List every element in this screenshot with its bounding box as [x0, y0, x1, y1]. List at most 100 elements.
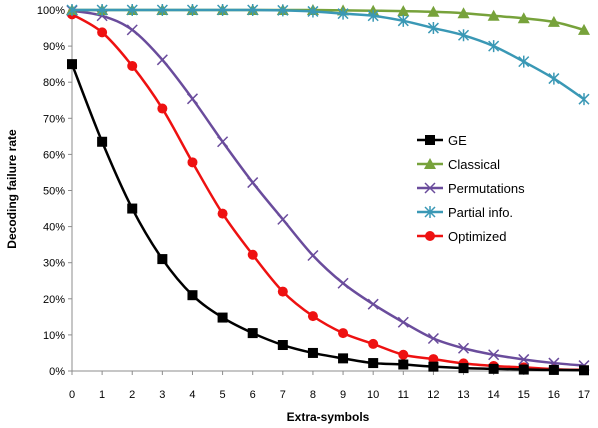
legend-label-optimized: Optimized: [448, 229, 507, 244]
data-point-optimized: [217, 208, 228, 219]
y-tick-label: 0%: [49, 366, 65, 378]
data-point-permutations: [337, 277, 349, 289]
x-tick-label: 2: [129, 389, 135, 401]
x-tick-label: 3: [159, 389, 165, 401]
data-point-optimized: [277, 286, 288, 297]
data-point-partial-info: [397, 14, 409, 27]
y-tick-label: 50%: [43, 186, 65, 198]
x-tick-label: 12: [427, 389, 439, 401]
data-point-optimized: [187, 157, 198, 168]
data-point-ge: [277, 340, 288, 351]
y-tick-label: 10%: [43, 330, 65, 342]
data-point-ge: [247, 328, 258, 339]
data-point-partial-info: [186, 4, 199, 16]
x-tick-label: 14: [488, 389, 500, 401]
data-point-partial-info: [518, 55, 530, 68]
x-tick-label: 15: [518, 389, 530, 401]
y-tick-label: 20%: [43, 294, 65, 306]
data-point-ge: [67, 59, 77, 70]
data-point-partial-info: [96, 4, 108, 16]
x-tick-label: 5: [220, 389, 226, 401]
data-point-optimized: [157, 103, 168, 114]
data-point-ge: [338, 353, 349, 364]
data-point-classical: [487, 9, 500, 21]
data-point-optimized: [97, 27, 108, 38]
data-point-partial-info: [367, 9, 379, 22]
data-point-partial-info: [427, 22, 439, 35]
x-tick-label: 10: [367, 389, 379, 401]
legend-marker-classical: [424, 158, 436, 169]
data-point-partial-info: [548, 72, 560, 85]
legend-marker-permutations: [424, 182, 436, 194]
x-tick-label: 13: [457, 389, 469, 401]
data-point-partial-info: [578, 93, 590, 106]
x-tick-label: 17: [578, 389, 590, 401]
data-point-optimized: [368, 338, 379, 349]
x-tick-label: 8: [310, 389, 316, 401]
data-point-optimized: [398, 349, 409, 360]
y-tick-label: 60%: [43, 149, 65, 161]
x-tick-label: 4: [189, 389, 195, 401]
data-point-permutations: [427, 332, 439, 345]
data-point-partial-info: [66, 4, 78, 16]
legend-marker-optimized: [425, 231, 435, 241]
series-classical: [66, 4, 590, 35]
data-point-partial-info: [307, 5, 319, 18]
legend-item-permutations: Permutations: [417, 181, 525, 196]
data-point-ge: [579, 365, 589, 376]
data-point-permutations: [397, 316, 409, 328]
data-point-permutations: [217, 136, 229, 148]
data-point-permutations: [457, 342, 470, 354]
data-point-permutations: [156, 54, 168, 66]
data-point-partial-info: [277, 4, 289, 17]
data-point-optimized: [307, 311, 318, 322]
series-permutations: [66, 5, 590, 372]
x-tick-label: 9: [340, 389, 346, 401]
plot-area: 0%10%20%30%40%50%60%70%80%90%100%0 1 2 3 4 5 6…: [37, 4, 590, 401]
data-point-ge: [157, 254, 168, 265]
y-tick-label: 40%: [43, 222, 65, 234]
series-partial-info: [66, 4, 590, 106]
legend-marker-partial-info: [424, 206, 436, 218]
legend-label-partial-info: Partial info.: [448, 205, 513, 220]
data-point-classical: [397, 5, 410, 17]
data-point-permutations: [518, 353, 530, 365]
data-point-partial-info: [247, 4, 259, 16]
x-tick-label: 0: [69, 389, 75, 401]
legend-label-ge: GE: [448, 133, 467, 148]
data-point-partial-info: [126, 4, 138, 16]
data-point-partial-info: [217, 4, 229, 16]
data-point-classical: [457, 7, 470, 19]
x-tick-label: 1: [99, 389, 105, 401]
y-tick-label: 30%: [43, 258, 65, 270]
data-point-optimized: [127, 60, 138, 71]
data-point-permutations: [307, 249, 319, 262]
series-line-partial-info: [71, 8, 585, 101]
data-point-ge: [488, 363, 499, 374]
data-point-ge: [518, 364, 529, 375]
data-point-ge: [368, 358, 379, 369]
legend-item-classical: Classical: [417, 157, 500, 172]
data-point-ge: [97, 136, 108, 147]
data-point-ge: [187, 290, 198, 301]
data-point-partial-info: [488, 40, 500, 53]
data-point-permutations: [488, 349, 500, 361]
data-point-ge: [398, 359, 409, 370]
data-point-ge: [217, 312, 228, 323]
legend-marker-ge: [425, 135, 435, 145]
legend-label-permutations: Permutations: [448, 181, 525, 196]
data-point-partial-info: [156, 4, 168, 16]
x-tick-label: 6: [250, 389, 256, 401]
data-point-classical: [427, 5, 440, 17]
legend-item-optimized: Optimized: [417, 229, 507, 244]
legend: GE Classical Permutations Partial info. Opti…: [417, 133, 525, 244]
legend-label-classical: Classical: [448, 157, 500, 172]
data-point-ge: [458, 363, 469, 374]
data-point-optimized: [247, 249, 258, 260]
y-tick-label: 100%: [37, 5, 65, 17]
data-point-optimized: [428, 354, 439, 365]
x-axis-title: Extra-symbols: [287, 410, 370, 424]
y-tick-label: 70%: [43, 113, 65, 125]
data-point-permutations: [186, 93, 199, 105]
